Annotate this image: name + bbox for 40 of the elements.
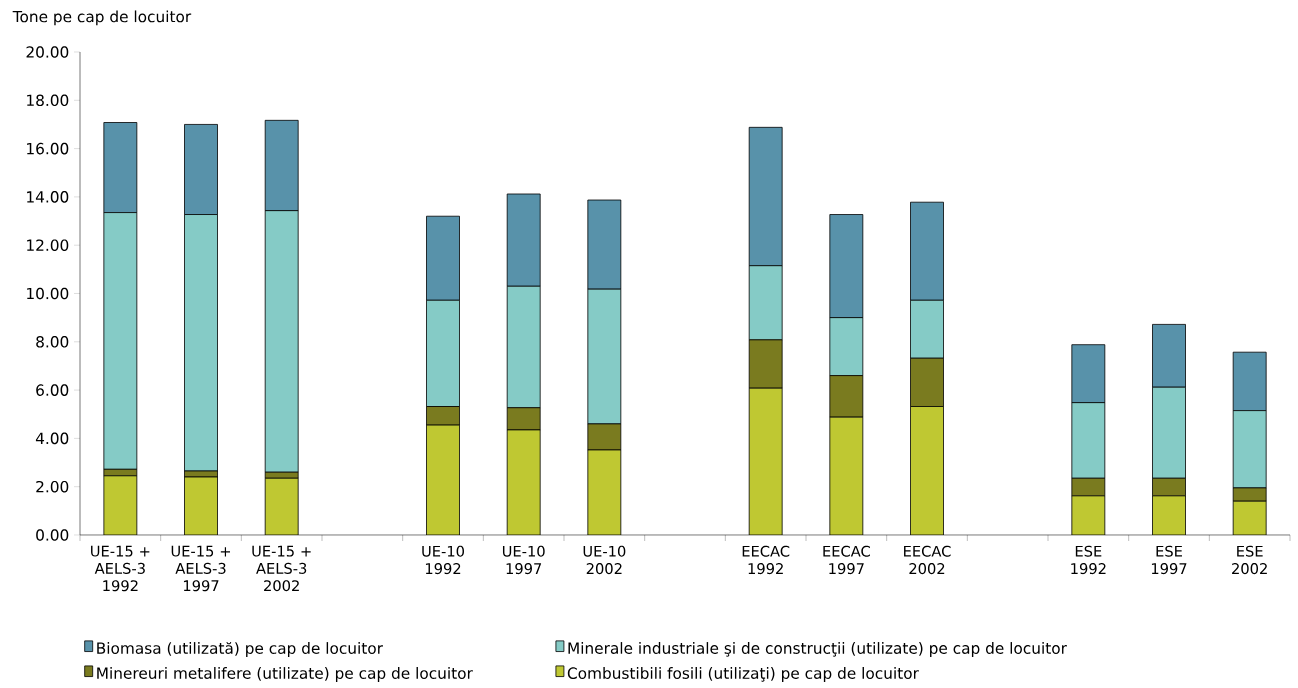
bar <box>587 449 622 535</box>
x-tick-label: EECAC 2002 <box>904 545 951 575</box>
x-tick-label: UE-10 1992 <box>422 545 464 575</box>
x-tick-label: UE-10 2002 <box>583 545 626 575</box>
x-tick-label: UE-10 1997 <box>502 545 545 575</box>
y-tick-label: 12.00 <box>27 239 69 251</box>
bar <box>264 477 299 535</box>
bar <box>184 476 218 535</box>
x-tick-label: UE-15 + AELS-3 1992 <box>91 545 150 592</box>
y-tick-label: 20.00 <box>26 46 69 58</box>
y-tick-label: 18.00 <box>27 94 69 107</box>
legend-label: Combustibili fosili (utilizaţi) pe cap de locuitor <box>567 667 919 682</box>
y-tick-label: 8.00 <box>36 335 69 348</box>
x-tick-label: ESE 2002 <box>1232 545 1267 575</box>
y-tick-label: 6.00 <box>36 384 69 396</box>
x-tick-label: ESE 1992 <box>1071 545 1106 575</box>
y-tick-label: 2.00 <box>36 480 69 493</box>
x-tick-label: EECAC 1992 <box>742 545 790 575</box>
y-tick-label: 16.00 <box>27 142 69 155</box>
x-tick-label: EECAC 1997 <box>823 545 870 575</box>
legend-label: Minerale industriale şi de construcţii (utilizate) pe cap de locuitor <box>568 642 1067 657</box>
bar <box>1232 500 1267 535</box>
legend-label: Minereuri metalifere (utilizate) pe cap de locuitor <box>97 667 473 682</box>
bar <box>910 406 944 535</box>
x-tick-label: ESE 1997 <box>1151 545 1187 575</box>
x-tick-label: UE-15 + AELS-3 2002 <box>252 545 311 592</box>
y-tick-label: 14.00 <box>27 191 69 203</box>
y-tick-label: 4.00 <box>35 432 69 445</box>
bar <box>1152 495 1186 535</box>
y-axis-title: Tone pe cap de locuitor <box>12 10 192 26</box>
bar <box>748 387 783 535</box>
bar <box>506 429 541 535</box>
bar <box>1071 495 1106 535</box>
bar <box>103 475 138 535</box>
y-tick-label: 10.00 <box>27 287 69 300</box>
y-tick-label: 0.00 <box>36 529 69 541</box>
bar <box>426 424 460 535</box>
x-tick-label: UE-15 + AELS-3 1997 <box>171 545 231 592</box>
bar <box>829 416 864 535</box>
legend-label: Biomasa (utilizată) pe cap de locuitor <box>97 642 383 657</box>
